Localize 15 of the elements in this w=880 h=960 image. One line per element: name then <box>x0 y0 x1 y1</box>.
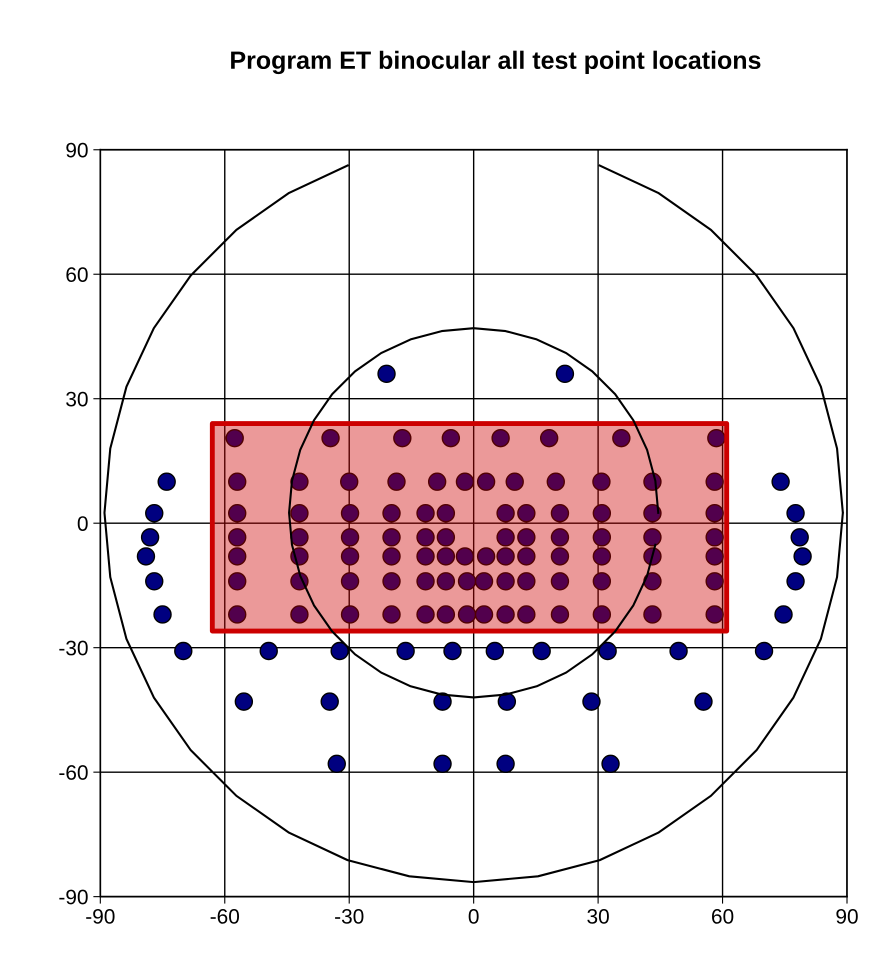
x-tick-label: -30 <box>335 908 364 924</box>
y-tick-label: -90 <box>59 890 88 904</box>
y-tick-label: 60 <box>66 267 88 282</box>
y-tick-label: 90 <box>66 142 88 158</box>
y-tick-label: -30 <box>59 640 88 656</box>
x-tick-label: 0 <box>468 908 479 924</box>
x-tick-label: 90 <box>836 908 858 924</box>
x-tick-label: 60 <box>712 908 734 924</box>
chart-title: Program ET binocular all test point locations <box>231 50 760 74</box>
x-tick-label: -60 <box>210 908 240 924</box>
x-tick-label: 30 <box>587 908 609 924</box>
y-tick-label: 30 <box>66 392 88 406</box>
y-tick-label: -60 <box>59 765 88 780</box>
y-tick-label: 0 <box>78 516 88 531</box>
x-tick-label: -90 <box>86 908 115 924</box>
